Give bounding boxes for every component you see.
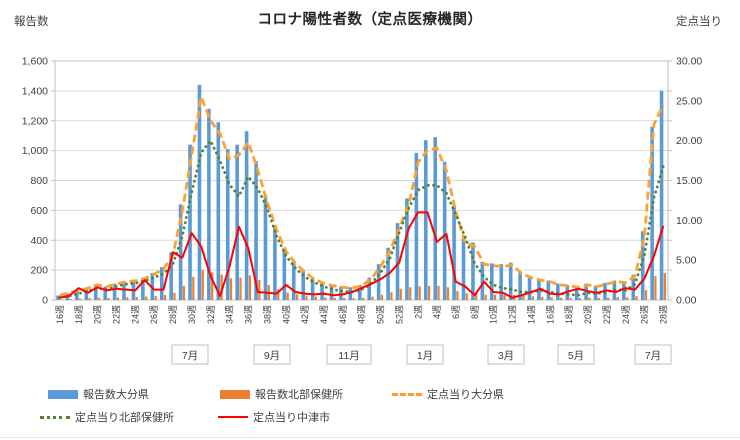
svg-text:2週: 2週 (413, 305, 423, 319)
svg-text:600: 600 (30, 205, 48, 217)
svg-text:10.00: 10.00 (676, 215, 702, 227)
svg-text:3月: 3月 (498, 350, 514, 362)
svg-text:1,600: 1,600 (22, 56, 48, 68)
svg-text:30.00: 30.00 (676, 56, 702, 68)
svg-text:20週: 20週 (583, 305, 593, 324)
svg-text:800: 800 (30, 175, 48, 187)
svg-text:36週: 36週 (244, 305, 254, 324)
svg-text:34週: 34週 (225, 305, 235, 324)
svg-text:1,200: 1,200 (22, 115, 48, 127)
svg-text:15.00: 15.00 (676, 175, 702, 187)
svg-text:24週: 24週 (130, 305, 140, 324)
legend-swatch-solid-line (218, 416, 248, 418)
legend-item-reports-hokubu: 報告数北部保健所 (220, 386, 343, 402)
svg-text:48週: 48週 (357, 305, 367, 324)
legend-swatch-dotted-line (40, 415, 70, 419)
svg-text:25.00: 25.00 (676, 95, 702, 107)
svg-text:10週: 10週 (489, 305, 499, 324)
svg-text:7月: 7月 (645, 350, 661, 362)
legend-swatch-bar-blue (48, 389, 78, 399)
x-axis-week-labels: 16週 18週 20週 22週 24週 26週 28週 30週 32週 34週 36週 38週 40週 4… (55, 305, 669, 324)
legend-label: 報告数北部保健所 (255, 389, 343, 401)
svg-text:7月: 7月 (182, 350, 198, 362)
svg-text:46週: 46週 (338, 305, 348, 324)
svg-text:14週: 14週 (527, 305, 537, 324)
month-labels: 7月 9月 11月 1月 3月 5月 7月 (171, 344, 672, 365)
svg-text:6週: 6週 (451, 305, 461, 319)
svg-text:38週: 38週 (262, 305, 272, 324)
svg-text:1,400: 1,400 (22, 85, 48, 97)
legend-item-rate-nakatsu: 定点当り中津市 (218, 409, 330, 425)
svg-text:8週: 8週 (470, 305, 480, 319)
svg-text:20.00: 20.00 (676, 135, 702, 147)
bars-oita (56, 84, 664, 301)
legend-swatch-bar-orange (220, 389, 250, 399)
legend-label: 定点当り大分県 (427, 389, 504, 401)
svg-text:0: 0 (42, 295, 48, 307)
chart-title: コロナ陽性者数（定点医療機関） (257, 12, 483, 28)
line- (59, 211, 665, 299)
legend-item-reports-oita: 報告数大分県 (48, 386, 149, 402)
svg-text:28週: 28週 (659, 305, 669, 324)
svg-text:32週: 32週 (206, 305, 216, 324)
svg-text:22週: 22週 (112, 305, 122, 324)
right-axis-caption: 定点当り (676, 16, 722, 28)
line- (59, 95, 665, 297)
svg-text:400: 400 (30, 235, 48, 247)
line- (58, 139, 665, 300)
svg-text:1月: 1月 (417, 350, 433, 362)
svg-text:26週: 26週 (640, 305, 650, 324)
svg-text:42週: 42週 (300, 305, 310, 324)
legend-swatch-dashed-line (392, 392, 422, 396)
svg-text:44週: 44週 (319, 305, 329, 324)
svg-text:18週: 18週 (564, 305, 574, 324)
svg-text:16週: 16週 (545, 305, 555, 324)
legend-item-rate-hokubu: 定点当り北部保健所 (40, 409, 174, 425)
svg-text:16週: 16週 (55, 305, 65, 324)
y-axis-labels-right: 30.00 25.00 20.00 15.00 10.00 5.00 0.00 (676, 56, 702, 307)
svg-text:11月: 11月 (338, 350, 359, 362)
legend-item-rate-oita: 定点当り大分県 (392, 386, 504, 402)
legend-label: 報告数大分県 (83, 389, 149, 401)
svg-text:50週: 50週 (376, 305, 386, 324)
svg-text:30週: 30週 (187, 305, 197, 324)
legend-label: 定点当り中津市 (253, 412, 330, 424)
svg-text:4週: 4週 (432, 305, 442, 319)
svg-text:5.00: 5.00 (676, 255, 697, 267)
svg-text:22週: 22週 (602, 305, 612, 324)
svg-text:24週: 24週 (621, 305, 631, 324)
svg-text:28週: 28週 (168, 305, 178, 324)
svg-text:0.00: 0.00 (676, 295, 697, 307)
svg-text:52週: 52週 (394, 305, 404, 324)
svg-text:12週: 12週 (508, 305, 518, 324)
window-bottom-edge (0, 437, 740, 438)
svg-text:18週: 18週 (74, 305, 84, 324)
svg-text:200: 200 (30, 265, 48, 277)
svg-text:26週: 26週 (149, 305, 159, 324)
svg-text:9月: 9月 (264, 350, 280, 362)
chart-svg: 16週 18週 20週 22週 24週 26週 28週 30週 32週 34週 36週 38週 40週 4… (22, 56, 702, 365)
svg-text:5月: 5月 (568, 350, 584, 362)
bars-hokubu (60, 270, 666, 301)
left-axis-caption: 報告数 (14, 16, 49, 28)
plot-gridlines (51, 60, 672, 301)
svg-text:1,000: 1,000 (22, 145, 48, 157)
svg-text:40週: 40週 (281, 305, 291, 324)
y-axis-labels-left: 1,600 1,400 1,200 1,000 800 600 400 200 0 (22, 56, 48, 307)
svg-text:20週: 20週 (93, 305, 103, 324)
legend-label: 定点当り北部保健所 (75, 412, 174, 424)
